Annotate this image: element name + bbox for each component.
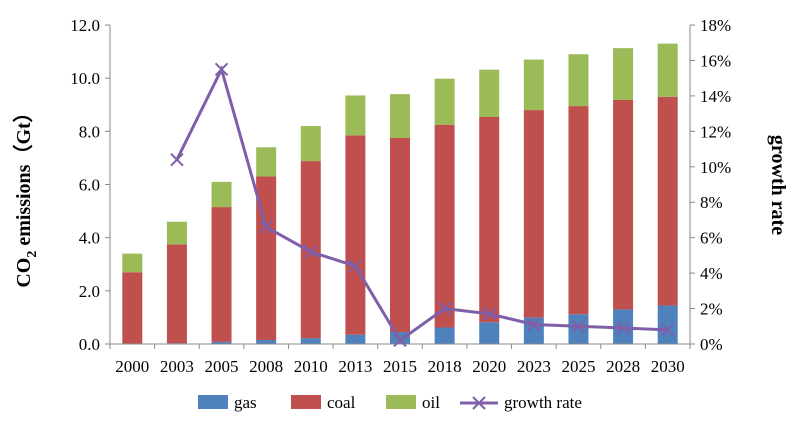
bar-oil-2003 [166,221,187,245]
growth-rate-line [175,65,668,343]
x-tick-label: 2013 [338,357,372,376]
bar-gas-2030 [657,305,678,344]
legend-swatch-coal [291,395,321,409]
y-axis-left-title-rest: emissions（Gt） [12,102,35,250]
growth-rate-marker [393,333,407,348]
growth-rate-marker [571,319,586,333]
x-tick-label: 2003 [160,357,194,376]
bar-gas-2018 [434,327,455,344]
x-tick-label: 2028 [606,357,640,376]
y-right-tick-label: 2% [700,300,723,319]
growth-line-group [170,62,675,348]
y-right-tick-label: 4% [700,264,723,283]
bar-oil-2015 [390,94,410,138]
growth-rate-marker [660,323,675,337]
y-axis-left-title: CO2 emissions（Gt） [12,102,40,287]
bar-gas-2020 [479,322,500,344]
bar-coal-2015 [390,137,410,333]
growth-rate-marker [214,62,229,77]
y-left-tick-label: 2.0 [79,282,100,301]
y-left-tick-label: 8.0 [79,122,100,141]
bar-coal-2023 [523,110,544,318]
x-tick-label: 2023 [517,357,551,376]
bar-gas-2010 [300,338,321,344]
bar-oil-2028 [613,48,634,100]
y-left-tick-label: 12.0 [70,16,100,35]
growth-rate-marker [482,307,496,321]
x-tick-label: 2025 [561,357,595,376]
bar-coal-2028 [613,99,634,310]
growth-rate-marker [170,152,184,167]
bar-oil-2008 [256,147,277,177]
y-left-tick-label: 6.0 [79,176,100,195]
legend-label-gas: gas [234,393,257,412]
y-axis-right-title: growth rate [767,135,788,235]
y-right-tick-label: 18% [700,16,731,35]
y-right-tick-label: 0% [700,335,723,354]
bar-gas-2005 [211,341,232,344]
axes-group: 0.0 2.0 4.0 6.0 8.0 10.0 12.0 0% 2% 4% 6% 8% 10% 12% 1… [70,16,731,376]
bar-coal-2005 [211,207,232,342]
bar-coal-2010 [300,161,321,339]
legend-label-growth-rate: growth rate [504,393,582,412]
y-right-tick-label: 8% [700,193,723,212]
legend-swatch-gas [198,395,228,409]
bar-coal-2000 [122,272,143,344]
y-right-tick-label: 16% [700,51,731,70]
y-axis-left-title-main: CO [13,258,35,288]
x-tick-label: 2018 [428,357,462,376]
bar-coal-2020 [479,116,500,323]
x-tick-label: 2005 [205,357,239,376]
bar-coal-2025 [568,106,589,315]
bar-coal-2003 [166,244,187,344]
bar-oil-2000 [122,253,143,273]
growth-rate-marker [304,245,318,259]
x-tick-label: 2008 [249,357,283,376]
growth-rate-marker [348,259,363,273]
bar-coal-2030 [657,96,678,306]
bar-coal-2008 [256,176,277,341]
y-right-tick-label: 12% [700,122,731,141]
bar-oil-2018 [434,78,455,125]
legend-swatch-oil [386,395,416,409]
y-axis-left-title-subscript: 2 [25,251,40,258]
legend: gas coal oil growth rate [198,393,582,412]
x-tick-label: 2030 [651,357,685,376]
bar-oil-2013 [345,95,366,136]
bar-oil-2030 [657,43,678,97]
growth-rate-marker [527,317,541,332]
growth-rate-marker [259,220,273,234]
x-tick-label: 2020 [472,357,506,376]
y-left-tick-label: 10.0 [70,69,100,88]
y-right-tick-label: 14% [700,87,731,106]
bar-oil-2020 [479,69,500,117]
bars-group [122,43,678,344]
legend-label-oil: oil [422,393,440,412]
bar-oil-2010 [300,126,321,162]
bar-oil-2005 [211,181,232,208]
legend-marker-growth-rate [472,396,486,410]
y-left-tick-label: 4.0 [79,229,100,248]
y-right-tick-label: 10% [700,158,731,177]
bar-gas-2013 [345,334,366,344]
growth-rate-marker [437,301,452,316]
y-right-tick-label: 6% [700,229,723,248]
bar-coal-2013 [345,135,366,335]
bar-gas-2008 [256,340,277,344]
y-left-tick-label: 0.0 [79,335,100,354]
bar-oil-2023 [523,59,544,111]
x-tick-label: 2015 [383,357,417,376]
x-tick-label: 2010 [294,357,328,376]
bar-coal-2018 [434,124,455,328]
x-tick-label: 2000 [115,357,149,376]
bar-oil-2025 [568,54,589,107]
legend-label-coal: coal [327,393,356,412]
growth-rate-marker [616,321,630,335]
bar-gas-2025 [568,314,589,344]
